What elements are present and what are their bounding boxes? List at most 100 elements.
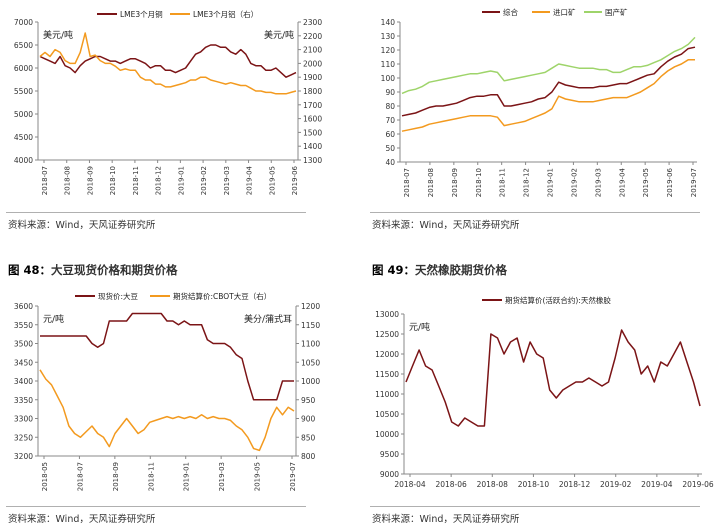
ore-legend-label-0: 综合 [503,7,518,17]
lme-xtick-label: 2018-10 [109,166,117,195]
soy-ytick-label-left: 3400 [14,377,33,386]
soy-xtick-label: 2019-01 [183,462,191,491]
ore-series-line-0 [401,46,696,117]
rubber-xtick-label: 2019-02 [600,480,632,489]
lme-ytick-label-left: 5500 [14,87,33,96]
ore-series-line-2 [401,36,696,95]
lme-xtick-label: 2018-12 [155,166,163,195]
lme-ytick-label-right: 2300 [303,18,322,27]
figure-heading-48: 图 48：大豆现货价格和期货价格 [8,262,178,278]
rubber-xtick-label: 2018-08 [477,480,509,489]
ore-chart: 40 50 60 70 80 90 100 110 120 130 140 2018-07 2018-0… [381,7,698,197]
rubber-ytick-label-left: 9500 [380,450,399,459]
ore-ytick-label-left: 140 [381,18,396,27]
ore-ytick-label-left: 50 [385,144,395,153]
rubber-legend-label-0: 期货结算价(活跃合约):天然橡胶 [505,295,611,305]
lme-ytick-label-right: 1600 [303,115,322,124]
rule-br [370,506,700,507]
ore-xtick-label: 2019-04 [618,167,626,197]
lme-ytick-label-right: 2200 [303,32,322,41]
lme-ytick-label-right: 1400 [303,142,322,151]
soy-xtick-label: 2018-07 [76,462,84,491]
soy-xtick-label: 2018-09 [112,462,120,491]
soy-xtick-label: 2019-03 [218,462,226,491]
rubber-ytick-label-left: 10000 [375,430,399,439]
ore-legend-label-1: 进口矿 [553,7,576,17]
soy-ytick-label-left: 3500 [14,340,33,349]
figure-heading-49: 图 49：天然橡胶期货价格 [372,262,507,278]
lme-xtick-label: 2019-02 [200,166,208,195]
soy-xtick-label: 2019-05 [254,462,262,491]
lme-ytick-label-left: 5000 [14,110,33,119]
soy-ytick-label-right: 850 [301,433,316,442]
soy-unit-left: 元/吨 [43,313,64,325]
soy-ytick-label-left: 3450 [14,358,33,367]
ore-xtick-label: 2019-05 [642,168,650,197]
lme-series-line-0 [39,44,297,78]
rubber-xtick-label: 2019-06 [682,480,714,489]
lme-chart: 4000 4500 5000 5500 6000 6500 7000 1300 1400 1500… [14,9,322,195]
ore-chart-panel: 40 50 60 70 80 90 100 110 120 130 140 2018-07 2018-0… [362,0,725,210]
lme-xtick-label: 2019-03 [223,166,231,195]
soy-ytick-label-right: 1150 [301,321,320,330]
rubber-series-line-0 [405,329,701,427]
soy-chart: 3200 3250 3300 3350 3400 3450 3500 3550 3600 800 8… [14,291,320,491]
figure-title-48: 大豆现货价格和期货价格 [51,263,178,277]
lme-chart-panel: 4000 4500 5000 5500 6000 6500 7000 1300 1400 1500… [0,0,362,210]
soy-chart-panel: 3200 3250 3300 3350 3400 3450 3500 3550 3600 800 8… [0,282,362,502]
rubber-chart: 9000 9500 10000 10500 11000 11500 12000 12500 13… [375,295,714,489]
ore-ytick-label-left: 90 [385,88,395,97]
rule-bl [6,506,306,507]
source-note-br: 资料来源：Wind，天风证券研究所 [372,514,520,525]
soy-ytick-label-left: 3350 [14,396,33,405]
rubber-chart-panel: 9000 9500 10000 10500 11000 11500 12000 12500 13… [362,282,725,502]
ore-legend-label-2: 国产矿 [605,7,628,17]
rubber-xtick-label: 2019-04 [641,480,673,489]
lme-xtick-label: 2018-09 [86,166,94,195]
lme-ytick-label-right: 1800 [303,87,322,96]
lme-xtick-label: 2018-11 [132,166,140,195]
lme-unit-right: 美元/吨 [264,29,294,41]
ore-ytick-label-left: 80 [385,102,395,111]
lme-unit-left: 美元/吨 [43,29,73,41]
rubber-unit-left: 元/吨 [409,321,430,333]
ore-xtick-label: 2019-02 [570,168,578,197]
lme-ytick-label-right: 1300 [303,156,322,165]
ore-xtick-label: 2019-06 [666,167,674,197]
soy-ytick-label-left: 3300 [14,415,33,424]
lme-xtick-label: 2018-08 [64,166,72,195]
soy-ytick-label-left: 3550 [14,321,33,330]
ore-xtick-label: 2018-07 [403,168,411,197]
rubber-ytick-label-left: 13000 [375,310,399,319]
soy-legend-label-0: 现货价:大豆 [98,291,139,301]
soy-legend-label-1: 期货结算价:CBOT大豆（右） [173,291,271,301]
ore-ytick-label-left: 100 [381,74,396,83]
soy-xtick-label: 2018-05 [41,462,49,491]
rubber-ytick-label-left: 12000 [375,350,399,359]
figure-title-49: 天然橡胶期货价格 [415,263,508,277]
soy-ytick-label-left: 3250 [14,433,33,442]
soy-ytick-label-right: 900 [301,415,316,424]
lme-ytick-label-right: 2000 [303,59,322,68]
rubber-ytick-label-left: 10500 [375,410,399,419]
soy-xtick-label: 2019-07 [289,462,297,491]
rubber-ytick-label-left: 9000 [380,470,399,479]
ore-xtick-label: 2019-07 [690,168,698,197]
figure-number-48: 图 48： [8,263,52,277]
rule-tr [370,212,700,213]
soy-series-line-1 [39,369,295,452]
lme-xtick-label: 2018-07 [41,166,49,195]
ore-ytick-label-left: 60 [385,130,395,139]
ore-ytick-label-left: 110 [381,60,396,69]
lme-legend-label-1: LME3个月铝（右） [193,9,258,19]
lme-ytick-label-right: 2100 [303,46,322,55]
soy-ytick-label-left: 3600 [14,302,33,311]
source-note-tr: 资料来源：Wind，天风证券研究所 [372,220,520,231]
lme-ytick-label-left: 7000 [14,18,33,27]
soy-xtick-label: 2018-11 [147,462,155,491]
soy-unit-right: 美分/蒲式耳 [244,313,292,325]
soy-ytick-label-right: 1100 [301,340,320,349]
rubber-ytick-label-left: 11500 [375,370,399,379]
lme-legend-label-0: LME3个月铜 [120,9,163,19]
ore-xtick-label: 2018-08 [427,168,435,197]
